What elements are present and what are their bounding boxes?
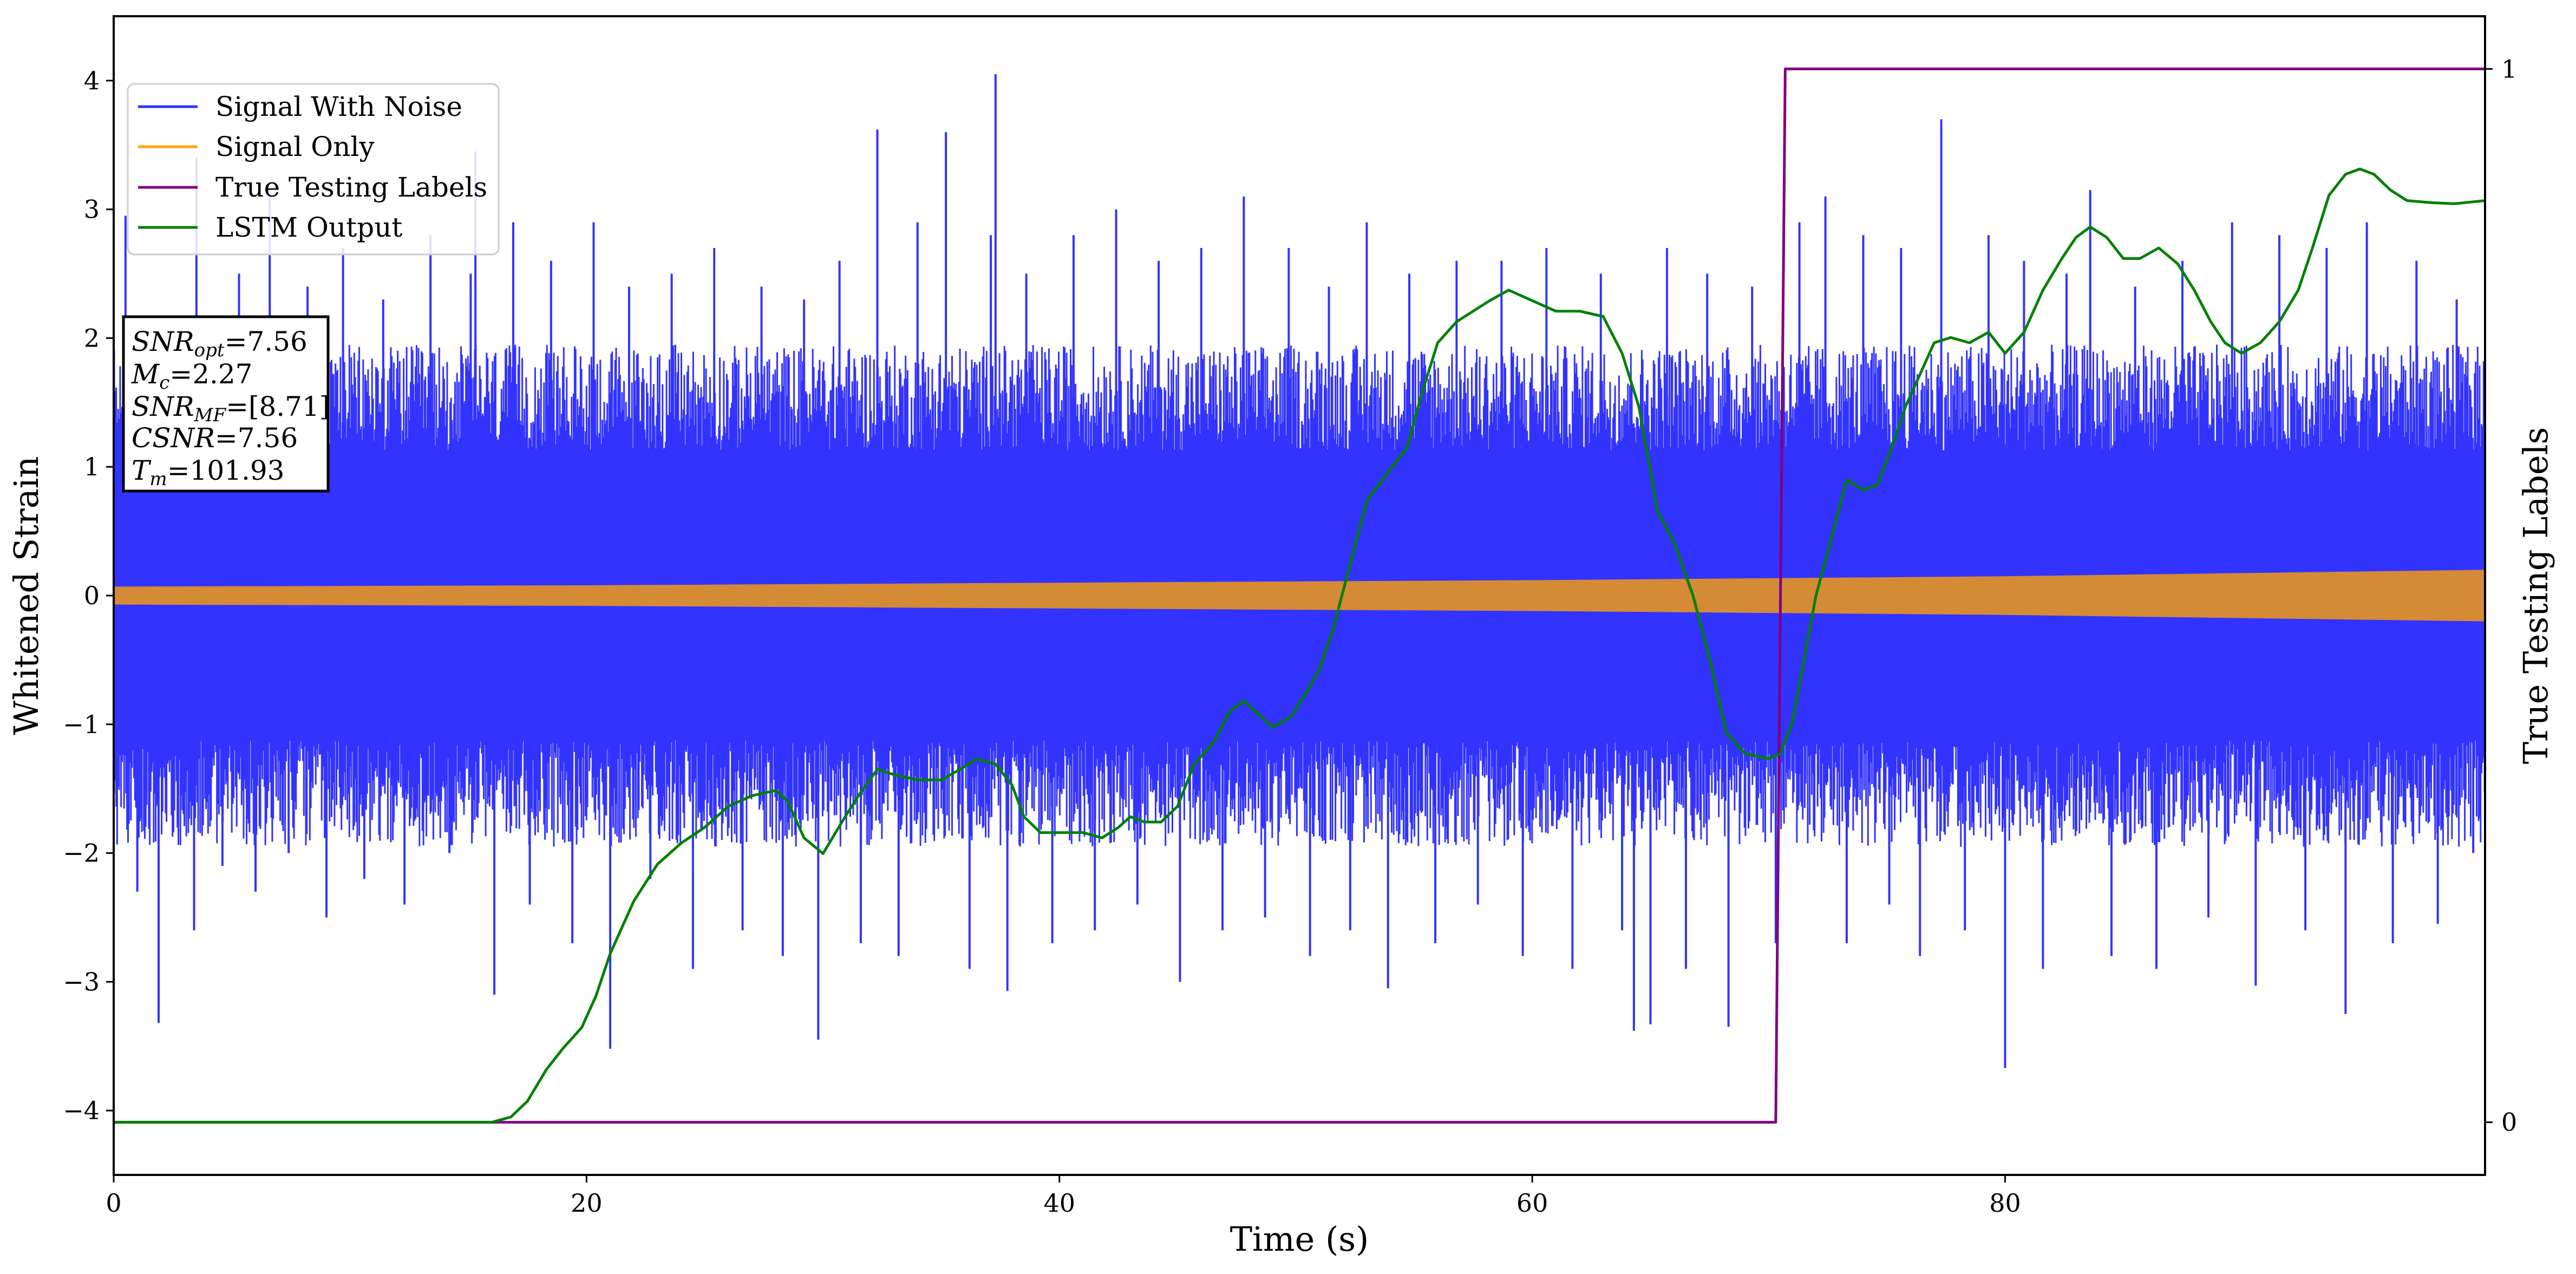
x-axis: 0 20 40 60 80 [106, 1175, 2021, 1218]
x-tick-label: 80 [1989, 1188, 2021, 1218]
info-box-frame [122, 315, 330, 493]
info-snr-mf: SNRMF=[8.71] [132, 391, 330, 426]
legend-label-lstm-output: LSTM Output [215, 212, 402, 243]
y-right-tick-label: 0 [2501, 1108, 2517, 1137]
y-tick-label: −4 [63, 1096, 100, 1125]
x-axis-title: Time (s) [1230, 1219, 1369, 1259]
signal-only-band [114, 570, 2485, 622]
y-tick-label: 1 [84, 452, 100, 481]
true-testing-labels-line [114, 67, 2485, 1124]
y-tick-label: −2 [63, 839, 100, 868]
info-mc: Mc=2.27 [131, 358, 252, 394]
lstm-output-line [114, 167, 2485, 1124]
legend: Signal With Noise Signal Only True Testi… [127, 83, 500, 256]
legend-label-true-testing-labels: True Testing Labels [215, 172, 487, 203]
info-box: SNRopt=7.56 Mc=2.27 SNRMF=[8.71] CSNR=7.… [122, 315, 330, 493]
legend-label-signal-only: Signal Only [215, 131, 375, 162]
y-tick-label: 3 [84, 195, 100, 224]
y-tick-label: 4 [84, 66, 100, 95]
info-snr-opt: SNRopt=7.56 [132, 326, 308, 361]
y-axis-right: 01 [2485, 54, 2517, 1137]
signal-only-series [114, 570, 2485, 622]
y-tick-label: 2 [84, 323, 100, 352]
y-right-tick-label: 1 [2501, 54, 2517, 83]
y-axis-left: −4 −3 −2 −1 0 1 2 3 4 [63, 66, 114, 1125]
y-tick-label: −1 [63, 710, 100, 739]
y-tick-label: 0 [84, 581, 100, 610]
y-tick-label: −3 [63, 967, 100, 996]
y-axis-title: Whitened Strain [6, 456, 46, 735]
x-tick-label: 40 [1043, 1188, 1075, 1218]
y-axis-right-title: True Testing Labels [2516, 427, 2555, 765]
legend-label-signal-with-noise: Signal With Noise [215, 91, 462, 122]
legend-frame [127, 83, 500, 256]
info-csnr: CSNR=7.56 [132, 422, 298, 454]
x-tick-label: 0 [106, 1188, 121, 1218]
x-tick-label: 20 [571, 1188, 603, 1218]
x-tick-label: 60 [1516, 1188, 1548, 1218]
info-tm: Tm=101.93 [132, 455, 284, 490]
